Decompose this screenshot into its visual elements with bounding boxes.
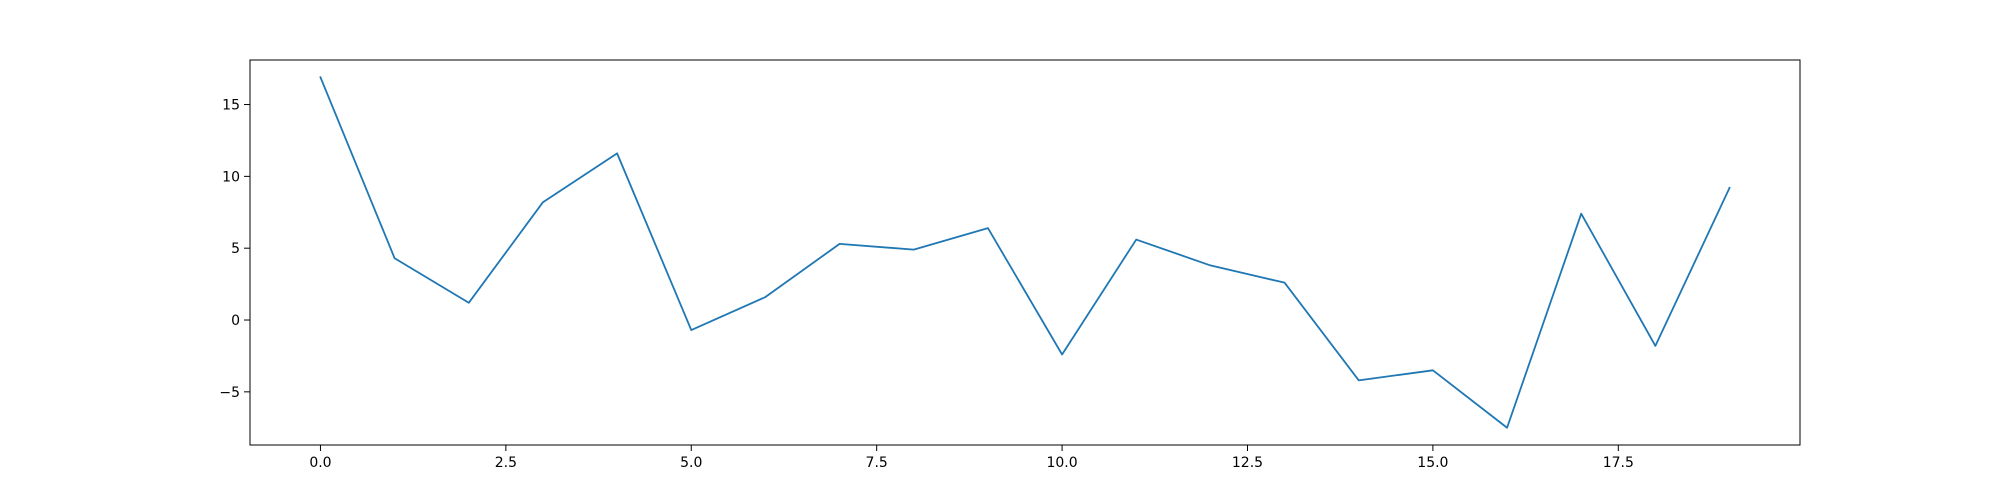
x-tick-label: 7.5 bbox=[866, 455, 888, 471]
x-tick-label: 2.5 bbox=[495, 455, 517, 471]
plot-frame bbox=[249, 59, 1801, 446]
y-tick-label: 5 bbox=[231, 241, 240, 257]
y-tick-label: 15 bbox=[222, 98, 240, 114]
x-tick-label: 5.0 bbox=[680, 455, 702, 471]
x-tick-label: 15.0 bbox=[1417, 455, 1448, 471]
x-tick-label: 12.5 bbox=[1232, 455, 1263, 471]
x-axis-ticks: 0.0 2.5 5.0 7.5 10.0 12.5 15.0 17.5 bbox=[309, 445, 1634, 471]
x-tick-label: 10.0 bbox=[1046, 455, 1077, 471]
x-tick-label: 0.0 bbox=[309, 455, 331, 471]
y-tick-label: −5 bbox=[219, 385, 240, 401]
x-tick-label: 17.5 bbox=[1603, 455, 1634, 471]
series-layer bbox=[319, 76, 1731, 429]
y-axis-ticks: −5 0 5 10 15 bbox=[219, 98, 250, 401]
y-tick-label: 0 bbox=[231, 313, 240, 329]
series-line-0 bbox=[319, 76, 1731, 429]
y-tick-label: 10 bbox=[222, 169, 240, 185]
